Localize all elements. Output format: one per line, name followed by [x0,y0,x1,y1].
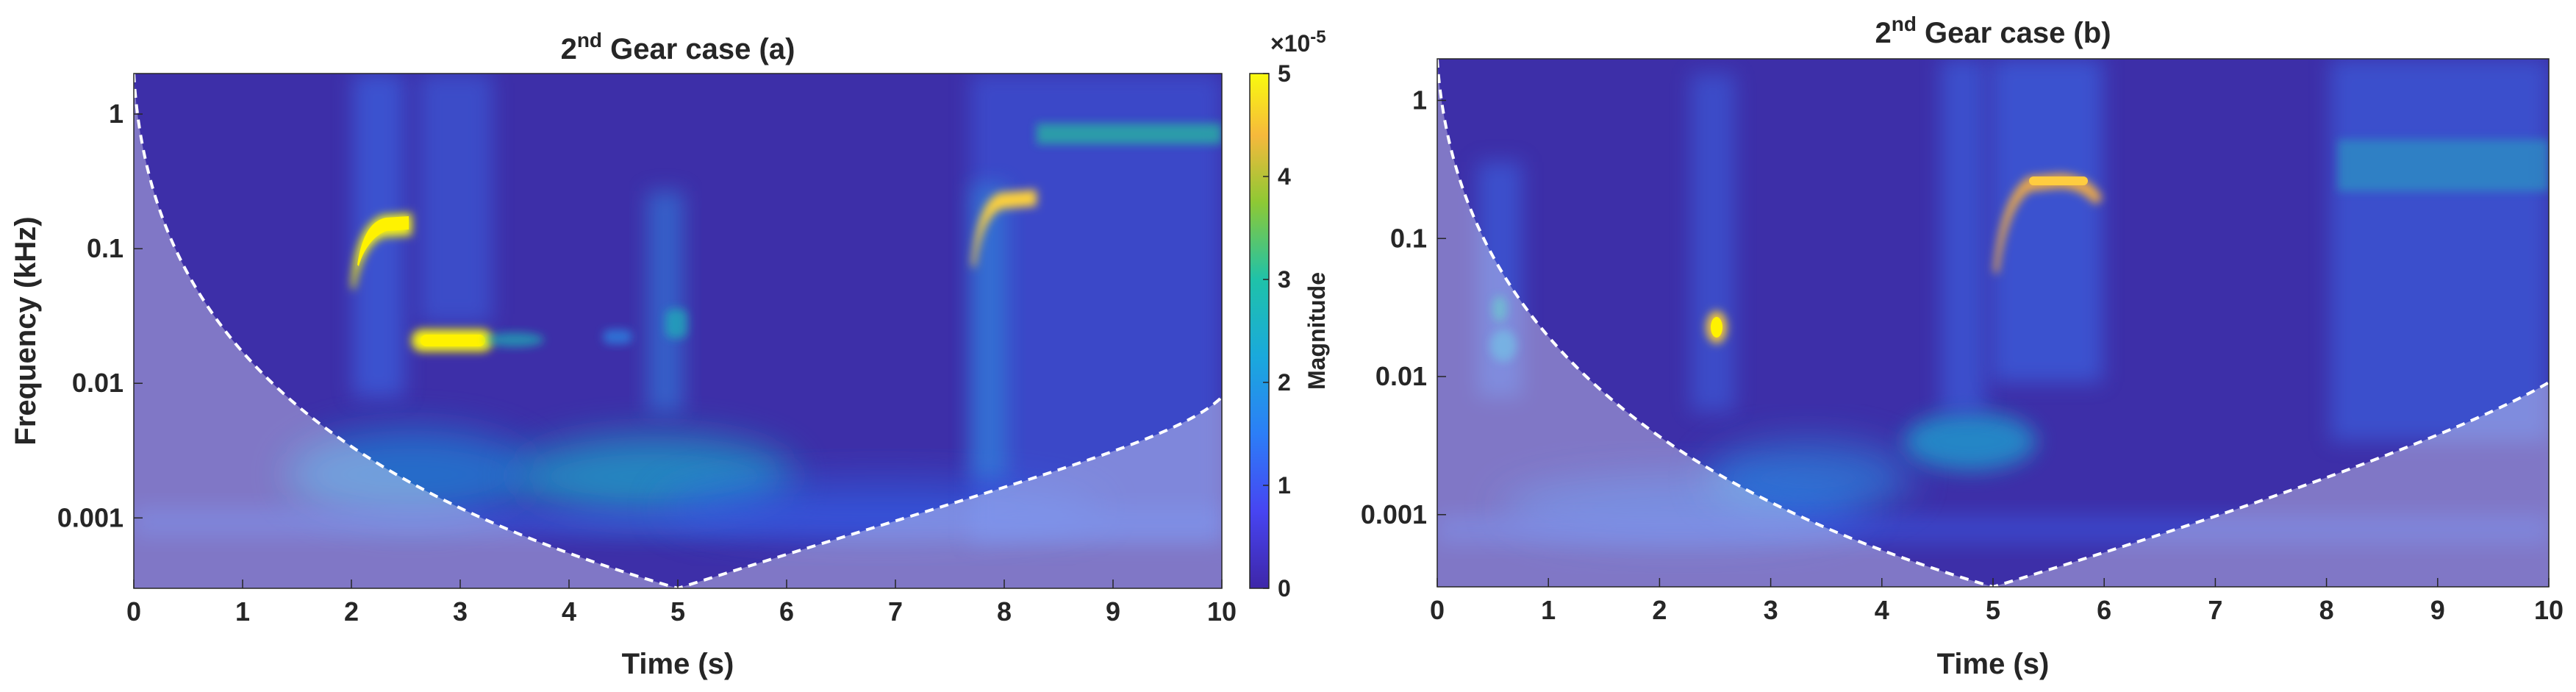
panel-b-streak-2 [1691,74,1735,412]
colorbar-exponent: ×10-5 [1270,27,1326,57]
panel-a-band-high [1037,124,1222,144]
panel-b-xtick-label: 3 [1764,595,1778,625]
panel-a-streak-4 [970,74,1222,544]
colorbar-tick-label: 3 [1278,266,1291,293]
panel-a-coi-shade [134,74,1222,588]
panel-b-blob-1-core [1711,317,1722,338]
panel-a-ytick-label: 0.001 [57,502,124,532]
panel-a-streak-5 [970,184,1007,478]
panel-b-heatmap [1437,59,2549,587]
panel-b-low-band [1437,515,2549,544]
colorbar-tick-label: 4 [1278,163,1291,190]
colorbar-tick-label: 2 [1278,369,1291,396]
panel-a-streak-3 [647,191,684,412]
panel-a-streak-2 [419,74,493,324]
panel-a-glow-1 [287,430,537,518]
panel-a-ridge-1 [351,213,412,290]
panel-b-spot-2 [1492,296,1507,322]
panel-a-ytick-label: 1 [109,99,124,129]
panel-b-ridge-1-core [2029,176,2088,185]
panel-a-heatmap [134,74,1222,588]
panel-a-xtick-label: 0 [126,596,141,627]
panel-b-ytick-label: 1 [1412,85,1427,115]
panel-b-xlabel: Time (s) [1937,648,2050,680]
panel-b-xtick-label: 8 [2319,595,2334,625]
panel-b-xtick-label: 0 [1430,595,1445,625]
panel-a-xtick-label: 3 [453,596,468,627]
panel-b-spot-1 [1490,329,1517,362]
colorbar-gradient [1249,73,1270,589]
panel-b-glow-3 [1904,412,2036,471]
colorbar-tick-label: 0 [1278,575,1291,602]
panel-a-dot-2 [665,309,687,338]
panel-a: 2nd Gear case (a) [10,27,1330,680]
panel-a-title: 2nd Gear case (a) [561,29,795,65]
panel-b-xtick-label: 10 [2534,595,2564,625]
panel-b-ytick-label: 0.01 [1375,361,1427,391]
colorbar: 0 1 2 3 4 5 ×10-5 Magnitude [1249,27,1330,602]
panel-b-xtick-label: 5 [1986,595,2000,625]
panel-a-ylabel: Frequency (kHz) [10,216,42,445]
panel-a-ticks: 0 1 2 3 4 5 6 7 8 9 10 0.001 0.01 0.1 1 [57,99,1237,627]
panel-a-dot-1 [603,329,632,344]
panel-b-xtick-label: 1 [1541,595,1556,625]
panel-b-ridge-1 [1994,174,2103,274]
panel-b-xtick-label: 6 [2097,595,2111,625]
panel-a-xtick-label: 2 [344,596,359,627]
panel-b-streak-4 [1992,59,2103,382]
colorbar-label: Magnitude [1303,272,1330,390]
panel-b-ytick-label: 0.1 [1390,223,1427,253]
panel-b-xtick-label: 7 [2208,595,2222,625]
panel-a-xtick-label: 10 [1207,596,1237,627]
panel-a-ridge-2-tail [485,332,544,347]
panel-b-xtick-label: 9 [2430,595,2445,625]
panel-a-xtick-label: 5 [670,596,685,627]
panel-b-xtick-label: 2 [1652,595,1667,625]
panel-a-xtick-label: 7 [888,596,903,627]
panel-b-ytick-label: 0.001 [1361,499,1427,529]
panel-a-ridge-2-core [421,335,485,346]
panel-b-xtick-label: 4 [1875,595,1889,625]
colorbar-tick-label: 5 [1278,60,1291,87]
panel-b-streak-5 [2330,59,2549,441]
panel-a-xtick-label: 1 [235,596,250,627]
panel-a-ytick-label: 0.01 [72,368,124,398]
panel-a-ridge-1-core [357,216,409,266]
panel-b-ticks: 0 1 2 3 4 5 6 7 8 9 10 0.001 0.01 0.1 1 [1361,85,2564,625]
panel-a-xlabel: Time (s) [622,648,734,680]
panel-b-streak-3 [1941,59,1985,412]
panel-b-coi-shade [1437,59,2549,587]
panel-b-band-high [2338,140,2549,191]
panel-a-xtick-label: 6 [779,596,794,627]
panel-b-glow-2 [1706,441,1911,515]
colorbar-tick-label: 1 [1278,472,1291,499]
panel-a-ytick-label: 0.1 [87,233,124,263]
colorbar-ticks: 0 1 2 3 4 5 [1263,60,1291,602]
panel-a-xtick-label: 4 [562,596,576,627]
panel-a-xtick-label: 8 [997,596,1012,627]
panel-b-coi-line [1437,59,2549,587]
panel-b: 2nd Gear case (b) 0 1 2 3 4 5 6 7 8 9 100.0010.010… [1361,13,2564,680]
panel-a-ridge-3 [972,190,1037,268]
panel-a-xtick-label: 9 [1106,596,1120,627]
panel-b-title: 2nd Gear case (b) [1875,13,2111,49]
